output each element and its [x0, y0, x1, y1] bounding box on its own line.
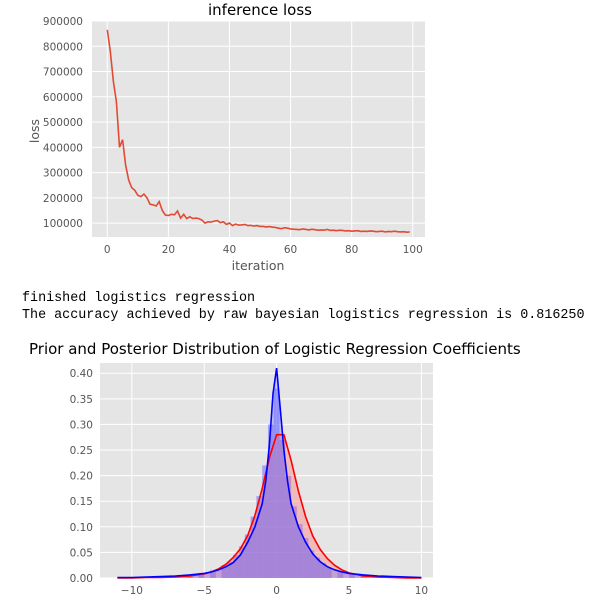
distribution-x-tick-label: −10: [121, 585, 143, 597]
histogram-bar: [314, 557, 321, 578]
loss-y-tick-label: 900000: [43, 16, 83, 28]
distribution-y-tick-label: 0.10: [70, 522, 93, 534]
loss-x-tick-label: 0: [104, 244, 111, 256]
loss-x-tick-label: 100: [403, 244, 423, 256]
loss-y-tick-label: 600000: [43, 92, 83, 104]
prior-density-fill: [117, 434, 422, 578]
distribution-chart: −10 −5 0 5 10 0.00 0.05 0.10 0.15 0.20 0.25 0.30 0.3…: [70, 363, 433, 597]
loss-x-tick-label: 40: [223, 244, 236, 256]
distribution-histogram: [186, 388, 367, 578]
loss-x-tick-label: 60: [284, 244, 297, 256]
histogram-bar: [325, 567, 332, 578]
loss-x-tick-label: 20: [162, 244, 175, 256]
loss-y-tick-label: 500000: [43, 117, 83, 129]
histogram-bar: [308, 550, 315, 578]
loss-y-tick-label: 300000: [43, 168, 83, 180]
histogram-bar: [233, 554, 239, 578]
histogram-bar: [262, 465, 268, 578]
histogram-bar: [221, 565, 228, 578]
distribution-x-tick-label: 0: [273, 585, 280, 597]
histogram-bar: [250, 516, 257, 578]
histogram-bar: [256, 496, 263, 578]
histogram-bar: [227, 561, 234, 578]
histogram-bar: [320, 563, 326, 578]
loss-y-tick-label: 400000: [43, 142, 83, 154]
loss-xlabel: iteration: [232, 258, 285, 273]
distribution-y-tick-label: 0.25: [70, 445, 93, 457]
posterior-density-line: [117, 367, 422, 579]
distribution-x-tick-label: 5: [346, 585, 353, 597]
loss-chart-title: inference loss: [208, 1, 312, 19]
histogram-bar: [337, 571, 344, 578]
histogram-bar: [273, 388, 280, 578]
loss-ticks: 0 20 40 60 80 100 100000 200000 300000 400000 5000…: [43, 16, 423, 256]
loss-y-tick-label: 100000: [43, 218, 83, 230]
loss-chart: 0 20 40 60 80 100 100000 200000 300000 400000 5000…: [27, 16, 425, 273]
histogram-bar: [210, 570, 216, 578]
loss-plot-area: [92, 21, 425, 237]
distribution-ticks: −10 −5 0 5 10 0.00 0.05 0.10 0.15 0.20 0.25 0.30 0.3…: [70, 368, 428, 597]
posterior-density-fill: [117, 368, 422, 578]
distribution-y-tick-label: 0.35: [70, 394, 93, 406]
loss-y-tick-label: 200000: [43, 193, 83, 205]
loss-grid: [92, 20, 425, 237]
histogram-bar: [186, 575, 193, 578]
histogram-bar: [198, 572, 205, 578]
loss-y-tick-label: 700000: [43, 67, 83, 79]
histogram-bar: [349, 573, 355, 578]
histogram-bar: [360, 575, 367, 578]
histogram-bar: [296, 524, 303, 578]
histogram-bar: [302, 538, 309, 578]
output-line-finished: finished logistics regression: [22, 291, 256, 306]
distribution-chart-title: Prior and Posterior Distribution of Logi…: [29, 340, 521, 358]
loss-series-line: [106, 29, 410, 234]
histogram-bar: [279, 439, 286, 578]
distribution-y-tick-label: 0.00: [70, 573, 93, 585]
histogram-bar: [285, 475, 292, 578]
histogram-bar: [244, 534, 251, 578]
distribution-x-tick-label: −5: [197, 585, 212, 597]
distribution-y-tick-label: 0.20: [70, 471, 93, 483]
distribution-x-tick-label: 10: [415, 585, 428, 597]
histogram-bar: [238, 546, 245, 578]
output-line-accuracy: The accuracy achieved by raw bayesian lo…: [22, 308, 585, 323]
distribution-y-tick-label: 0.30: [70, 419, 93, 431]
loss-y-tick-label: 800000: [43, 41, 83, 53]
loss-x-tick-label: 80: [345, 244, 358, 256]
loss-ylabel: loss: [27, 119, 42, 143]
distribution-y-tick-label: 0.05: [70, 547, 93, 559]
distribution-y-tick-label: 0.15: [70, 496, 93, 508]
histogram-bar: [267, 424, 274, 578]
distribution-y-tick-label: 0.40: [70, 368, 93, 380]
histogram-bar: [291, 506, 297, 578]
